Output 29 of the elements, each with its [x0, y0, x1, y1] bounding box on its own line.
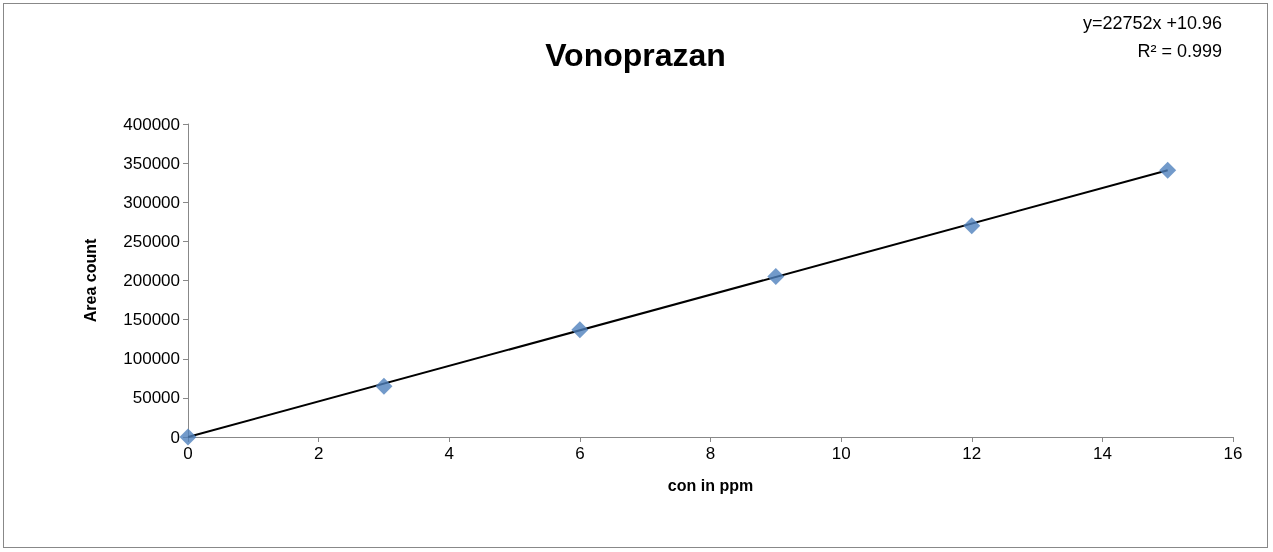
y-tick-label: 200000: [123, 271, 180, 290]
x-tick-label: 6: [575, 444, 585, 463]
y-tick-label: 400000: [123, 114, 180, 134]
x-tick-label: 10: [831, 444, 851, 463]
x-axis-title: con in ppm: [667, 476, 754, 494]
point: [571, 321, 589, 339]
y-axis-title: Area count: [81, 238, 99, 323]
point: [375, 377, 393, 395]
x-tick-label: 2: [313, 444, 324, 463]
y-tick-label: 300000: [123, 192, 180, 212]
x-tick-label: 4: [444, 444, 454, 463]
y-tick-label: 100000: [123, 349, 180, 369]
x-tick-label: 14: [1092, 444, 1112, 463]
y-tick-label: 150000: [123, 310, 180, 330]
point: [963, 217, 981, 235]
y-tick-label: 50000: [132, 388, 180, 408]
text: R² = 0.999: [1137, 41, 1223, 61]
chart-title: Vonoprazan: [545, 37, 726, 73]
y-tick-label: 250000: [123, 231, 180, 251]
text: y=22752x +10.96: [1082, 13, 1222, 33]
y-tick-label: 350000: [123, 153, 180, 173]
x-tick-label: 12: [962, 444, 982, 463]
x-tick-label: 0: [183, 444, 193, 463]
point: [767, 268, 785, 286]
point: [1159, 161, 1177, 179]
x-tick-label: 16: [1223, 444, 1243, 463]
y-tick-label: 0: [170, 427, 180, 447]
x-tick-label: 8: [705, 444, 716, 463]
point: [179, 428, 197, 446]
